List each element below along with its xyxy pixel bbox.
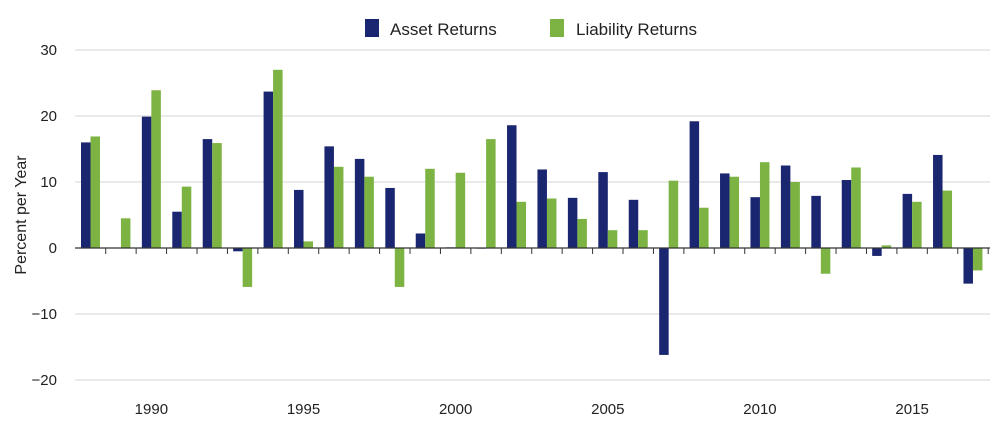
bar-asset-2007 bbox=[659, 248, 669, 355]
x-tick-label: 2000 bbox=[439, 401, 472, 418]
bars bbox=[81, 69, 983, 355]
bar-asset-1998 bbox=[385, 187, 395, 248]
bar-liability-2007 bbox=[668, 180, 679, 248]
y-tick-label: 10 bbox=[40, 174, 57, 191]
y-axis-tick-labels: 30 20 10 0 −10 −20 bbox=[32, 42, 57, 389]
bar-liability-1997 bbox=[364, 176, 374, 248]
bar-asset-1994 bbox=[263, 91, 274, 248]
bar-asset-1993 bbox=[233, 248, 243, 252]
legend: Asset Returns Liability Returns bbox=[365, 19, 697, 39]
bar-asset-2005 bbox=[598, 172, 608, 248]
y-tick-label: −10 bbox=[32, 306, 57, 323]
bar-liability-2010 bbox=[759, 162, 770, 248]
bar-asset-1990 bbox=[141, 116, 152, 248]
y-tick-label: 20 bbox=[40, 108, 57, 125]
bar-asset-2017 bbox=[963, 248, 973, 284]
bar-liability-1996 bbox=[333, 166, 344, 248]
bar-liability-2005 bbox=[607, 230, 618, 248]
bar-liability-1993 bbox=[242, 248, 253, 287]
bar-asset-2009 bbox=[720, 173, 730, 248]
bar-asset-2004 bbox=[567, 197, 578, 248]
x-axis-ticks bbox=[105, 248, 989, 254]
bar-asset-1988 bbox=[81, 142, 91, 248]
bar-asset-2012 bbox=[811, 195, 821, 248]
bar-asset-2015 bbox=[902, 193, 913, 248]
bar-liability-2006 bbox=[638, 230, 648, 248]
x-tick-label: 2015 bbox=[895, 401, 928, 418]
bar-asset-2014 bbox=[872, 248, 882, 256]
bar-asset-1992 bbox=[202, 139, 213, 248]
gridlines bbox=[75, 49, 990, 381]
x-tick-label: 2010 bbox=[743, 401, 776, 418]
bar-liability-1998 bbox=[394, 248, 405, 287]
bar-liability-2017 bbox=[972, 248, 983, 271]
x-tick-label: 1990 bbox=[135, 401, 168, 418]
bar-asset-1991 bbox=[172, 211, 182, 248]
bar-asset-2003 bbox=[537, 169, 547, 248]
bar-asset-2010 bbox=[750, 197, 760, 248]
bar-asset-2011 bbox=[780, 165, 791, 248]
bar-liability-2009 bbox=[729, 176, 740, 248]
bar-liability-1989 bbox=[120, 218, 131, 248]
legend-swatch-asset-returns bbox=[365, 19, 379, 37]
bar-liability-2000 bbox=[455, 172, 466, 248]
y-axis-title: Percent per Year bbox=[13, 155, 30, 275]
bar-liability-2002 bbox=[516, 201, 527, 248]
y-tick-label: 30 bbox=[40, 42, 57, 59]
bar-liability-2014 bbox=[881, 245, 892, 248]
y-tick-label: 0 bbox=[49, 240, 57, 257]
x-axis-tick-labels: 1990 1995 2000 2005 2010 2015 bbox=[135, 401, 929, 418]
bar-liability-1994 bbox=[273, 69, 283, 248]
bar-asset-2016 bbox=[933, 154, 943, 248]
bar-liability-2001 bbox=[486, 139, 496, 248]
legend-swatch-liability-returns bbox=[550, 19, 564, 37]
bar-asset-2006 bbox=[628, 199, 639, 248]
bar-liability-1991 bbox=[181, 186, 192, 248]
bar-liability-2011 bbox=[790, 182, 800, 248]
bar-liability-2003 bbox=[546, 198, 557, 248]
x-tick-label: 2005 bbox=[591, 401, 624, 418]
bar-liability-1999 bbox=[425, 168, 435, 248]
y-tick-label: −20 bbox=[32, 372, 57, 389]
bar-liability-2012 bbox=[820, 248, 831, 274]
bar-asset-2008 bbox=[689, 121, 700, 248]
bar-asset-1997 bbox=[354, 158, 365, 248]
bar-liability-2004 bbox=[577, 218, 587, 248]
bar-liability-1995 bbox=[303, 241, 314, 248]
bar-liability-2013 bbox=[851, 167, 861, 248]
legend-label-asset-returns: Asset Returns bbox=[390, 20, 497, 39]
bar-liability-2016 bbox=[942, 190, 953, 248]
bar-asset-2013 bbox=[841, 180, 852, 248]
bar-liability-1990 bbox=[151, 90, 161, 248]
legend-label-liability-returns: Liability Returns bbox=[576, 20, 697, 39]
x-tick-label: 1995 bbox=[287, 401, 320, 418]
bar-liability-2015 bbox=[912, 201, 922, 248]
bar-asset-1996 bbox=[324, 146, 334, 248]
bar-asset-1995 bbox=[294, 189, 304, 248]
bar-asset-1999 bbox=[415, 233, 426, 248]
bar-liability-1992 bbox=[212, 143, 222, 248]
bar-liability-1988 bbox=[90, 136, 100, 248]
bar-liability-2008 bbox=[699, 207, 709, 248]
bar-asset-2002 bbox=[507, 125, 517, 248]
